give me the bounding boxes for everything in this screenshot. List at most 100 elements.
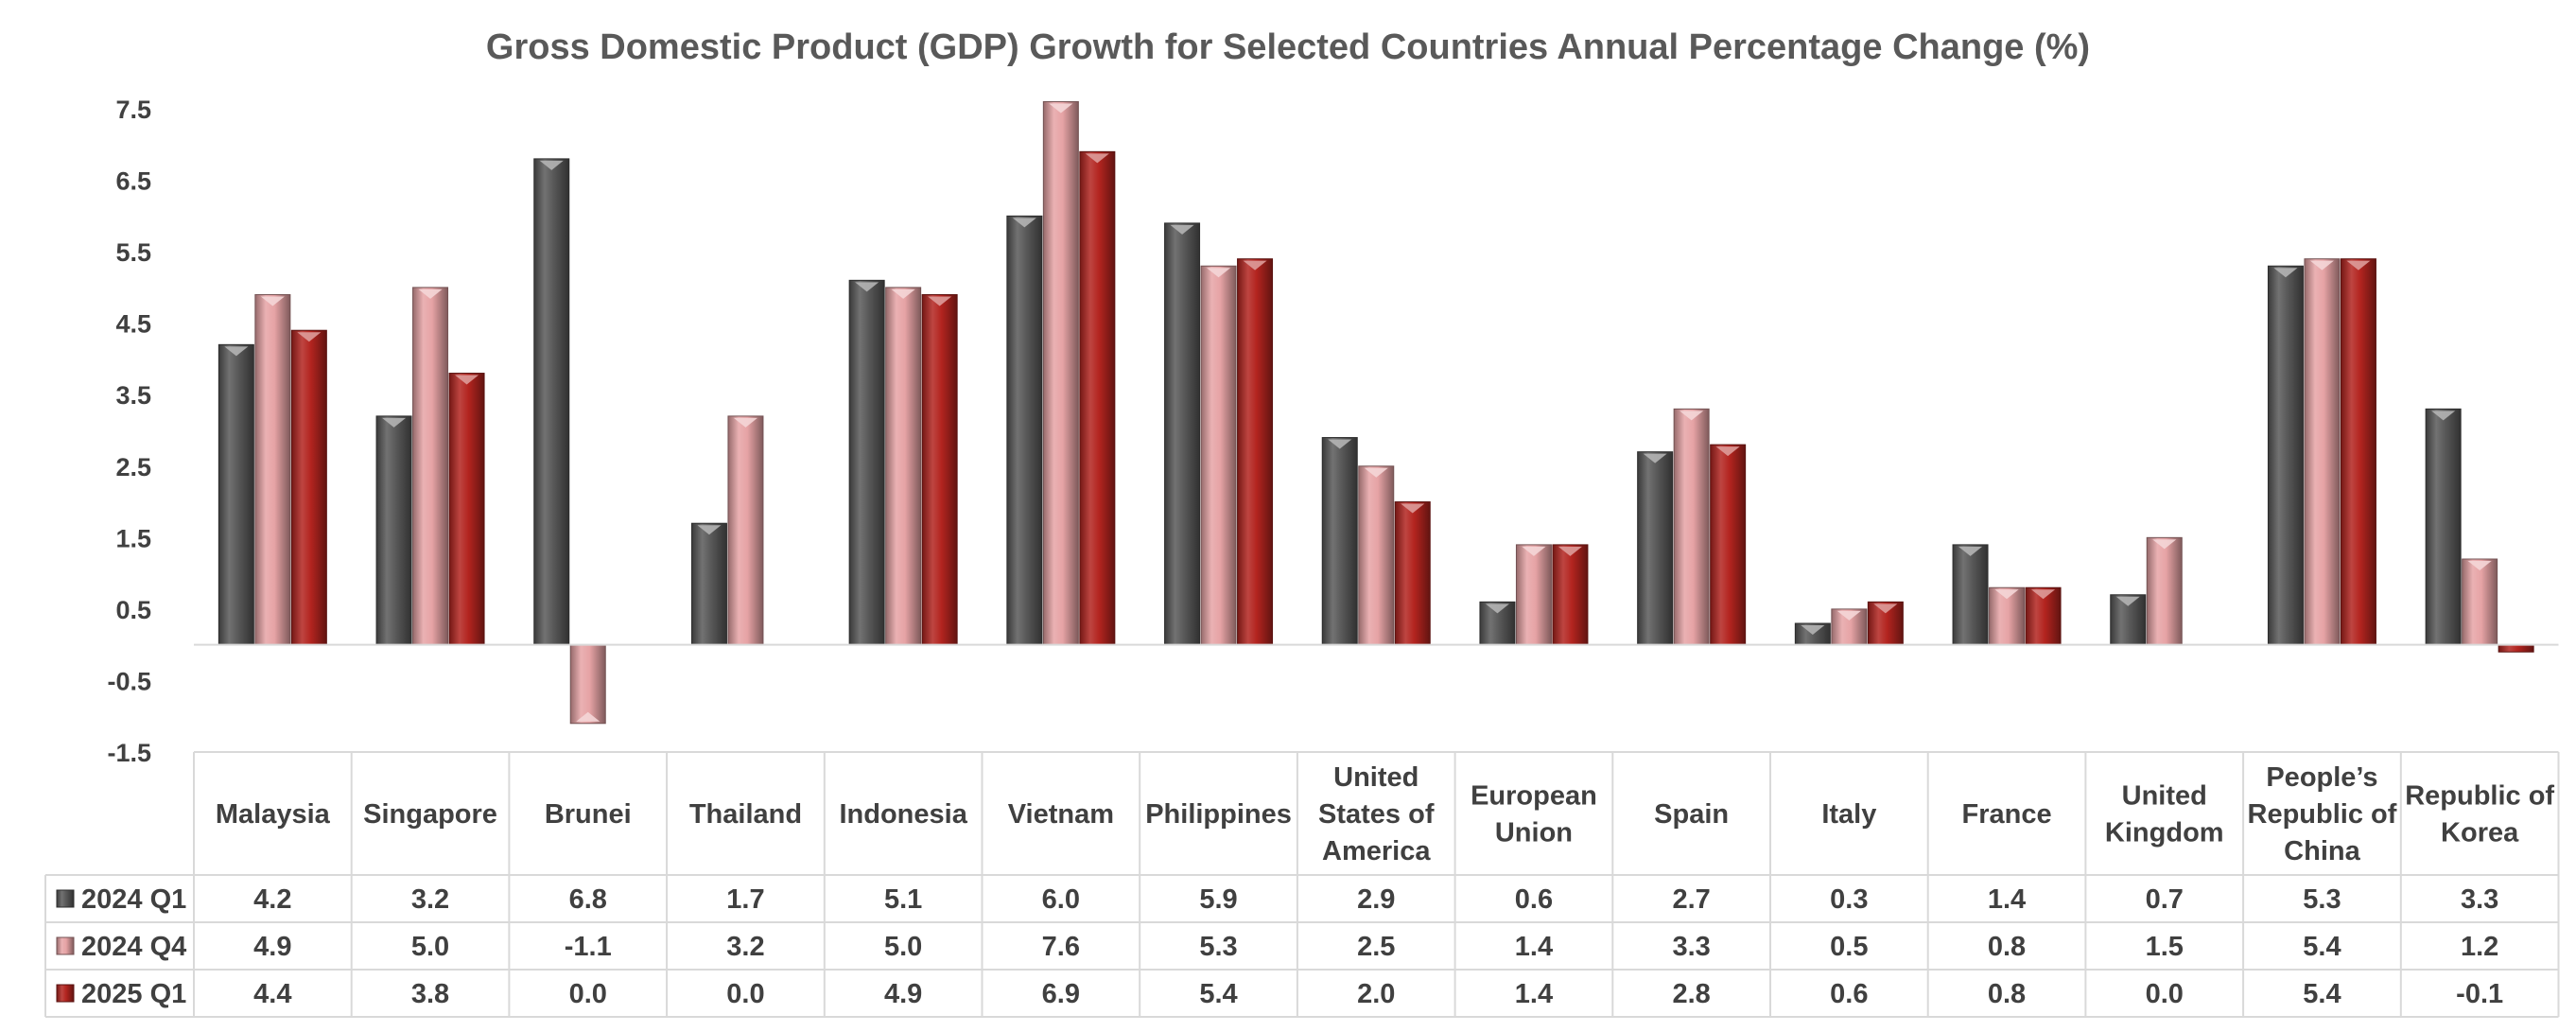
table-cell-value: 2.0 <box>1357 979 1395 1009</box>
bar-bevel <box>2115 596 2140 606</box>
category-label: China <box>2284 836 2360 866</box>
bar-2024-q4 <box>1358 465 1395 646</box>
legend-swatch <box>56 889 75 908</box>
bar-2024-q4 <box>885 287 922 646</box>
table-cell-value: 3.3 <box>2461 884 2498 915</box>
bar-bevel <box>1012 218 1036 228</box>
legend-swatch <box>56 936 75 955</box>
bar-bevel <box>1643 453 1667 464</box>
table-cell-value: 0.8 <box>1988 932 2026 962</box>
category-label: Republic of <box>2405 781 2554 812</box>
table-cell-value: 4.9 <box>253 932 291 962</box>
legend-swatch <box>56 984 75 1003</box>
bar-2025-q1 <box>1394 501 1431 646</box>
table-cell-value: 2.5 <box>1357 932 1395 962</box>
table-cell-value: 0.0 <box>2146 979 2184 1009</box>
bar-bevel <box>1680 411 1704 421</box>
bar-bevel <box>2431 411 2456 421</box>
table-cell-value: 3.8 <box>411 979 449 1009</box>
table-cell-value: 0.6 <box>1830 979 1868 1009</box>
bar-bevel <box>697 525 722 535</box>
table-cell-value: 1.2 <box>2461 932 2498 962</box>
table-cell-value: 5.1 <box>884 884 922 915</box>
bar-bevel <box>1558 546 1582 556</box>
bar-2024-q4 <box>727 415 764 646</box>
y-tick-label: 4.5 <box>115 310 151 339</box>
bar-bevel <box>1801 625 1825 635</box>
category-label: Korea <box>2441 818 2519 848</box>
bar-2024-q4 <box>569 644 606 725</box>
y-tick-label: 2.5 <box>115 453 151 481</box>
category-label: United <box>2122 781 2207 812</box>
category-label: Union <box>1495 818 1573 848</box>
bar-2024-q1 <box>375 415 412 646</box>
table-cell-value: 1.4 <box>1988 884 2026 915</box>
bar-2025-q1 <box>1710 444 1747 646</box>
table-cell-value: 5.0 <box>411 932 449 962</box>
bar-2024-q1 <box>848 279 885 646</box>
category-label: Philippines <box>1145 799 1292 830</box>
bar-bevel <box>1085 153 1109 164</box>
category-label: European <box>1471 781 1597 812</box>
bar-bevel <box>1522 546 1546 556</box>
y-tick-label: -1.5 <box>107 739 151 767</box>
y-tick-label: 1.5 <box>115 524 151 552</box>
bar-bevel <box>2273 268 2298 278</box>
category-label: States of <box>1318 799 1435 830</box>
table-cell-value: 0.3 <box>1830 884 1868 915</box>
bar-2024-q1 <box>2425 408 2462 646</box>
category-label: Spain <box>1654 799 1729 830</box>
bar-bevel <box>455 375 479 385</box>
bar-2024-q4 <box>2304 258 2341 646</box>
category-label: United <box>1333 762 1419 793</box>
bar-bevel <box>382 417 407 428</box>
bar-2024-q4 <box>2146 536 2183 646</box>
bar-2024-q1 <box>1164 222 1201 646</box>
bar-bevel <box>2309 260 2334 271</box>
table-cell-value: 4.4 <box>253 979 291 1009</box>
bar-bevel <box>297 332 322 342</box>
y-tick-label: 0.5 <box>115 596 151 624</box>
bar-bevel <box>260 296 285 306</box>
category-label: Indonesia <box>839 799 967 830</box>
table-cell-value: 1.4 <box>1515 979 1553 1009</box>
category-label: Italy <box>1821 799 1876 830</box>
category-label: Malaysia <box>216 799 331 830</box>
series-label: 2024 Q4 <box>81 932 186 962</box>
bar-bevel <box>1170 224 1194 235</box>
bar-bevel <box>224 346 249 357</box>
bar-2025-q1 <box>2340 258 2376 646</box>
table-cell-value: -1.1 <box>565 932 612 962</box>
category-label: America <box>1322 836 1431 866</box>
category-label: Vietnam <box>1008 799 1114 830</box>
bar-bevel <box>1958 546 1983 556</box>
bar-bevel <box>1401 503 1425 514</box>
bar-2025-q1 <box>448 373 485 646</box>
table-cell-value: 5.3 <box>2303 884 2341 915</box>
table-cell-value: 7.6 <box>1042 932 1080 962</box>
table-cell-value: 0.0 <box>726 979 764 1009</box>
table-cell-value: 4.2 <box>253 884 291 915</box>
category-label: Kingdom <box>2105 818 2224 848</box>
table-cell-value: 5.9 <box>1199 884 1237 915</box>
category-label: People’s <box>2266 762 2377 793</box>
bar-2025-q1 <box>1237 258 1274 646</box>
data-table: Malaysia Singapore Brunei Thailand Indonesia… <box>44 751 2560 1018</box>
table-cell-value: 6.8 <box>569 884 607 915</box>
table-cell-value: 0.6 <box>1515 884 1553 915</box>
category-label: Thailand <box>689 799 802 830</box>
category-label: Singapore <box>363 799 497 830</box>
bar-bevel <box>1328 439 1352 449</box>
bar-bevel <box>1994 589 2019 600</box>
bar-2024-q1 <box>1006 215 1043 646</box>
y-tick-label: 6.5 <box>115 167 151 196</box>
bar-bevel <box>1485 603 1509 614</box>
bar-2024-q1 <box>1637 451 1674 646</box>
bar-bevel <box>539 160 564 170</box>
bar-bevel <box>1207 268 1231 278</box>
bar-bevel <box>1836 610 1861 621</box>
bar-bevel <box>418 289 443 299</box>
bar-bevel <box>2467 561 2492 570</box>
